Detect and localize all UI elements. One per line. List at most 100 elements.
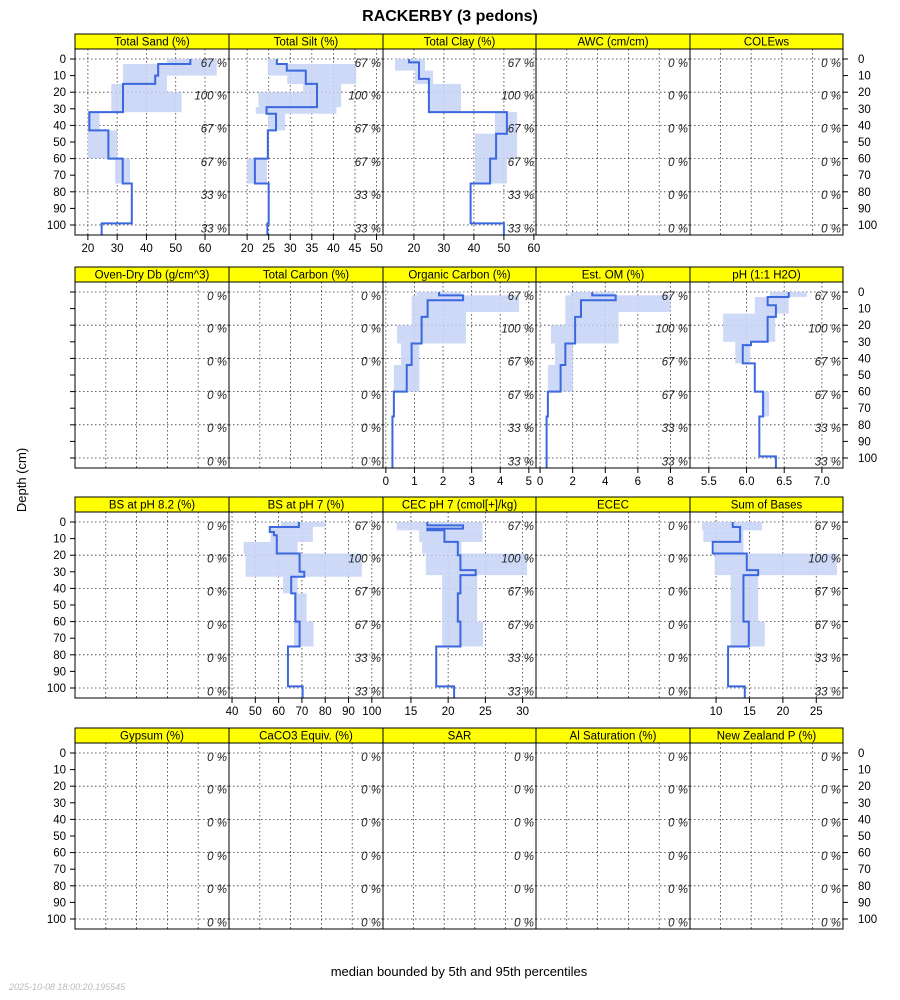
panel-title: SAR (448, 731, 472, 743)
coverage-label: 67 % (508, 157, 534, 169)
percentile-band (245, 553, 362, 572)
coverage-label: 67 % (508, 58, 534, 70)
percentile-band (267, 59, 278, 64)
panel-17: 0 % 0 % 0 % 0 % 0 % 0 % SAR (382, 727, 537, 930)
panel-title: New Zealand P (%) (717, 731, 817, 743)
coverage-label: 67 % (508, 390, 534, 402)
coverage-label: 0 % (821, 818, 841, 830)
panel-title: BS at pH 7 (%) (268, 500, 345, 512)
x-tick-label: 5 (526, 476, 532, 488)
panel-frame (382, 742, 537, 930)
panel-title: AWC (cm/cm) (577, 37, 648, 49)
panel-frame (228, 281, 384, 469)
coverage-label: 67 % (815, 390, 841, 402)
x-tick-label: 80 (319, 706, 332, 718)
panel-strip (689, 266, 844, 283)
x-tick-label: 15 (405, 706, 418, 718)
percentile-band (565, 295, 671, 301)
coverage-label: 0 % (361, 324, 381, 336)
y-tick-label: 10 (858, 71, 871, 83)
panel-title: Sum of Bases (731, 500, 803, 512)
coverage-label: 33 % (355, 653, 381, 665)
panel-title: Total Silt (%) (274, 37, 339, 49)
y-tick-label: 0 (60, 54, 66, 66)
percentile-band (396, 522, 483, 526)
percentile-band (754, 296, 789, 306)
percentile-band (761, 391, 770, 417)
coverage-label: 0 % (361, 785, 381, 797)
x-tick-label: 7.0 (814, 476, 830, 488)
y-tick-label: 50 (53, 600, 66, 612)
percentile-band (415, 78, 434, 84)
coverage-label: 67 % (355, 157, 381, 169)
panel-title: Total Sand (%) (114, 37, 190, 49)
y-tick-label: 50 (53, 831, 66, 843)
percentile-band (267, 63, 357, 71)
percentile-band (730, 575, 759, 622)
coverage-label: 67 % (355, 620, 381, 632)
panel-title: COLEws (744, 37, 790, 49)
median-line (545, 292, 617, 468)
percentile-band (87, 112, 100, 131)
y-tick-label: 70 (53, 864, 66, 876)
panel-0: 67 % 100 % 67 % 67 % 33 % 33 % Total Sand (%) 2… (74, 33, 230, 255)
percentile-band (735, 341, 751, 346)
y-tick-label: 30 (858, 337, 871, 349)
coverage-label: 0 % (207, 851, 227, 863)
percentile-band (247, 158, 267, 184)
y-tick-label: 70 (53, 170, 66, 182)
percentile-band (303, 83, 342, 93)
panel-14: 67 % 100 % 67 % 67 % 33 % 33 % Sum of Bases 10 1… (689, 496, 844, 718)
percentile-band (411, 300, 520, 312)
panel-title: CaCO3 Equiv. (%) (259, 731, 353, 743)
panel-title: BS at pH 8.2 (%) (109, 500, 195, 512)
coverage-label: 0 % (207, 587, 227, 599)
coverage-label: 0 % (207, 423, 227, 435)
y-tick-label: 60 (858, 154, 871, 166)
y-tick-label: 10 (53, 71, 66, 83)
median-line (253, 59, 318, 235)
coverage-label: 0 % (207, 554, 227, 566)
x-axis-label: median bounded by 5th and 95th percentil… (331, 964, 588, 979)
coverage-label: 67 % (508, 357, 534, 369)
x-tick-label: 30 (111, 243, 124, 255)
coverage-label: 67 % (508, 620, 534, 632)
percentile-band (395, 62, 425, 71)
y-tick-label: 90 (53, 897, 66, 909)
coverage-label: 67 % (815, 587, 841, 599)
coverage-label: 67 % (355, 58, 381, 70)
coverage-label: 100 % (808, 554, 841, 566)
x-tick-label: 90 (342, 706, 355, 718)
coverage-label: 0 % (821, 190, 841, 202)
coverage-label: 0 % (207, 917, 227, 929)
panel-title: pH (1:1 H2O) (732, 270, 801, 282)
coverage-label: 0 % (361, 291, 381, 303)
y-tick-label: 0 (858, 287, 864, 299)
coverage-label: 33 % (508, 686, 534, 698)
panel-4: 0 % 0 % 0 % 0 % 0 % 0 % COLEws (689, 33, 844, 236)
coverage-label: 0 % (668, 587, 688, 599)
coverage-label: 67 % (662, 291, 688, 303)
coverage-label: 67 % (662, 357, 688, 369)
coverage-label: 0 % (207, 686, 227, 698)
coverage-label: 0 % (821, 752, 841, 764)
y-tick-label: 30 (858, 104, 871, 116)
percentile-band (287, 75, 357, 84)
coverage-label: 100 % (348, 554, 381, 566)
coverage-label: 0 % (361, 752, 381, 764)
x-tick-label: 70 (296, 706, 309, 718)
panel-10: 0 % 0 % 0 % 0 % 0 % 0 % BS at pH 8.2 (%) (74, 496, 230, 699)
percentile-band (396, 525, 483, 529)
y-tick-label: 0 (858, 54, 864, 66)
percentile-band (714, 553, 837, 571)
coverage-label: 0 % (821, 157, 841, 169)
panel-title: Organic Carbon (%) (408, 270, 510, 282)
coverage-label: 33 % (355, 190, 381, 202)
x-tick-label: 30 (284, 243, 297, 255)
percentile-band (422, 541, 462, 554)
coverage-label: 67 % (355, 587, 381, 599)
panel-title: Total Carbon (%) (263, 270, 349, 282)
percentile-band (123, 63, 217, 76)
coverage-label: 33 % (355, 686, 381, 698)
percentile-band (425, 555, 528, 571)
